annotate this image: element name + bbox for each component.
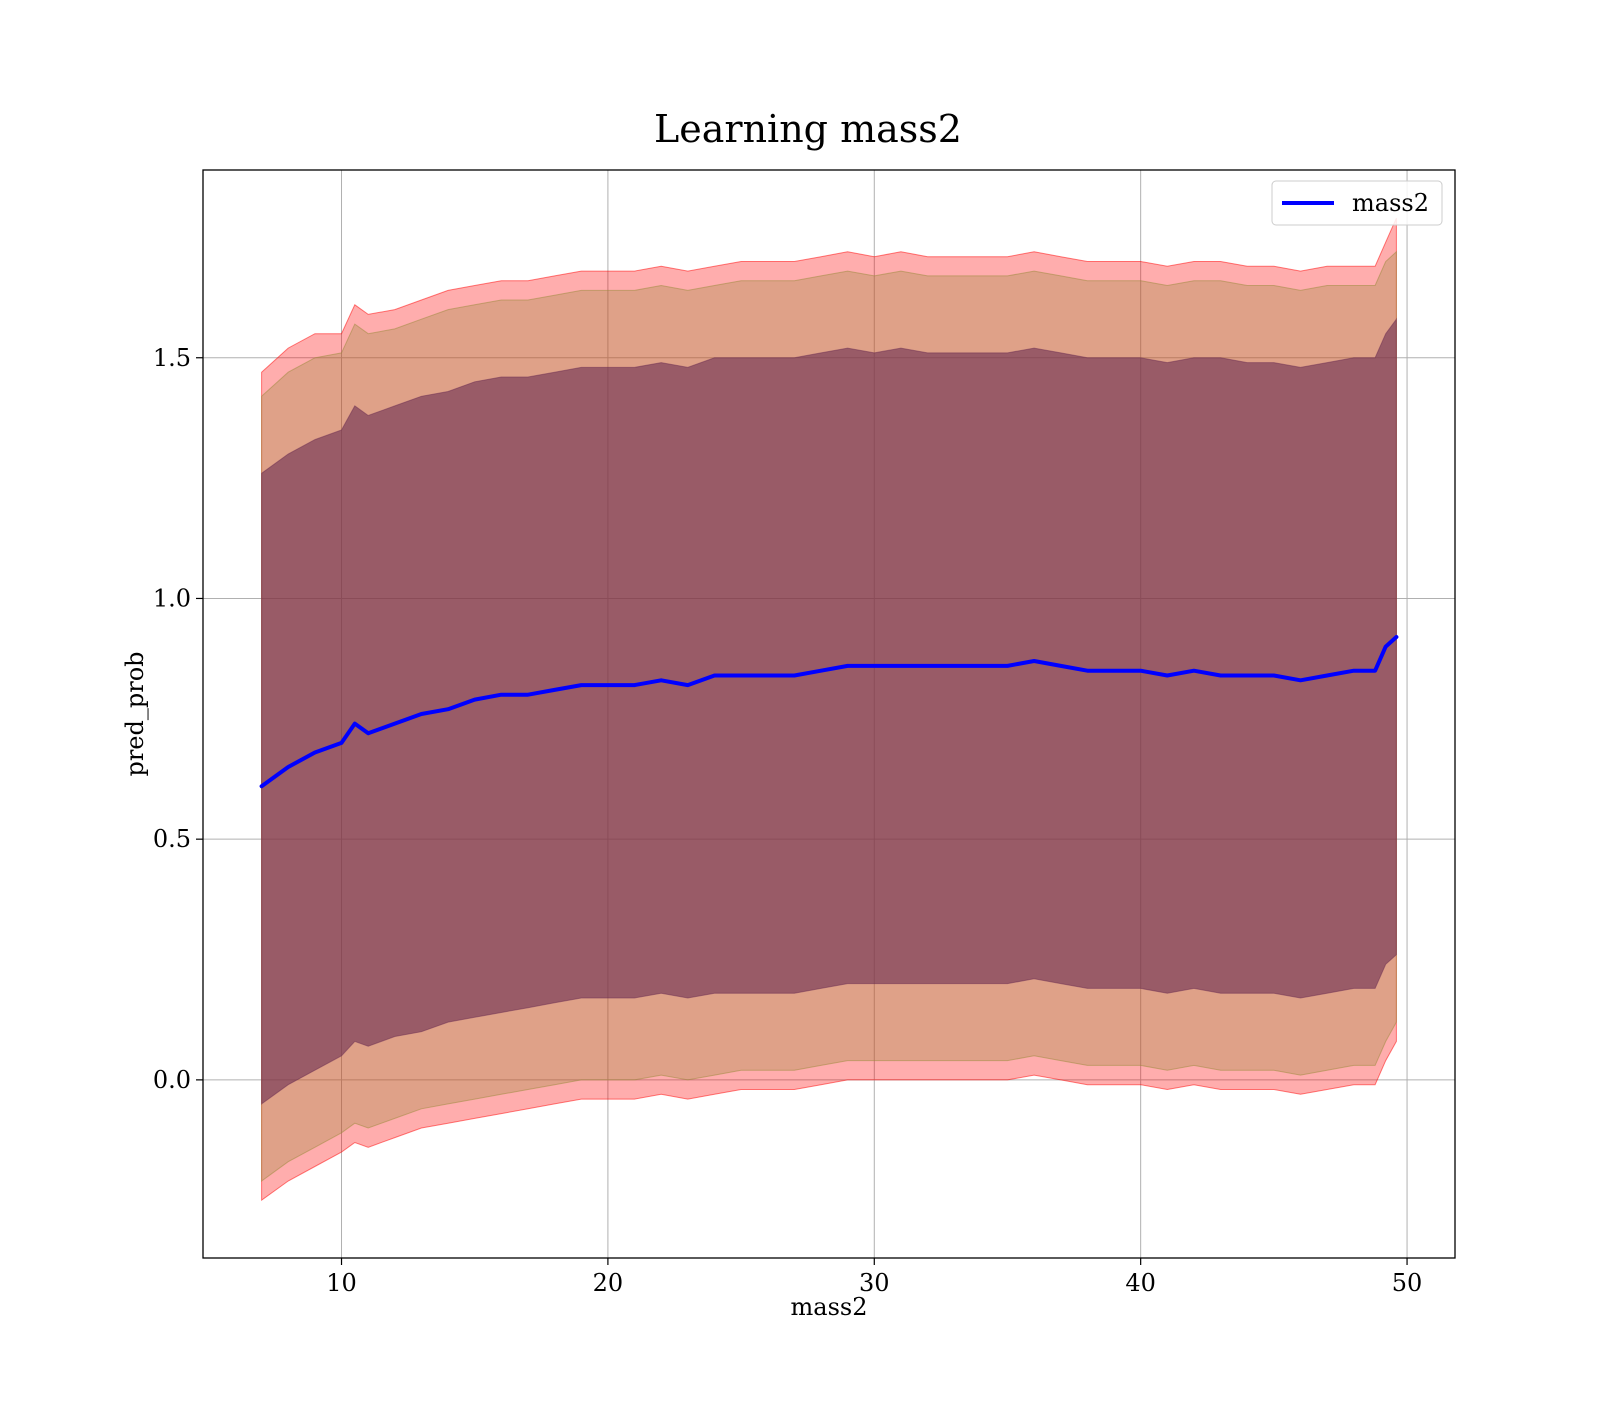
y-tick-label: 0.5 <box>153 825 191 853</box>
x-tick-label: 40 <box>1125 1269 1156 1297</box>
x-tick-label: 30 <box>859 1269 890 1297</box>
chart-title: Learning mass2 <box>654 107 962 151</box>
y-tick-label: 1.0 <box>153 584 191 612</box>
series-line-1 <box>259 635 1399 789</box>
x-tick-label: 20 <box>593 1269 624 1297</box>
legend-box <box>1271 180 1443 226</box>
y-tick-label: 1.5 <box>153 344 191 372</box>
legend-label: mass2 <box>1352 189 1429 217</box>
confidence-band-3 <box>261 317 1397 1105</box>
plot-frame <box>202 169 1456 1259</box>
y-tick-label: 0.0 <box>153 1066 191 1094</box>
legend: mass2 <box>1271 180 1443 226</box>
tick-layer: 10 20 30 40 50 0.0 0.5 1.0 1.5 <box>153 344 1422 1297</box>
x-tick-label: 10 <box>326 1269 357 1297</box>
x-axis-label: mass2 <box>791 1293 868 1321</box>
x-tick-label: 50 <box>1392 1269 1423 1297</box>
y-axis-label: pred_prob <box>121 651 149 776</box>
line-layer <box>259 635 1399 789</box>
band-layer <box>261 217 1397 1202</box>
